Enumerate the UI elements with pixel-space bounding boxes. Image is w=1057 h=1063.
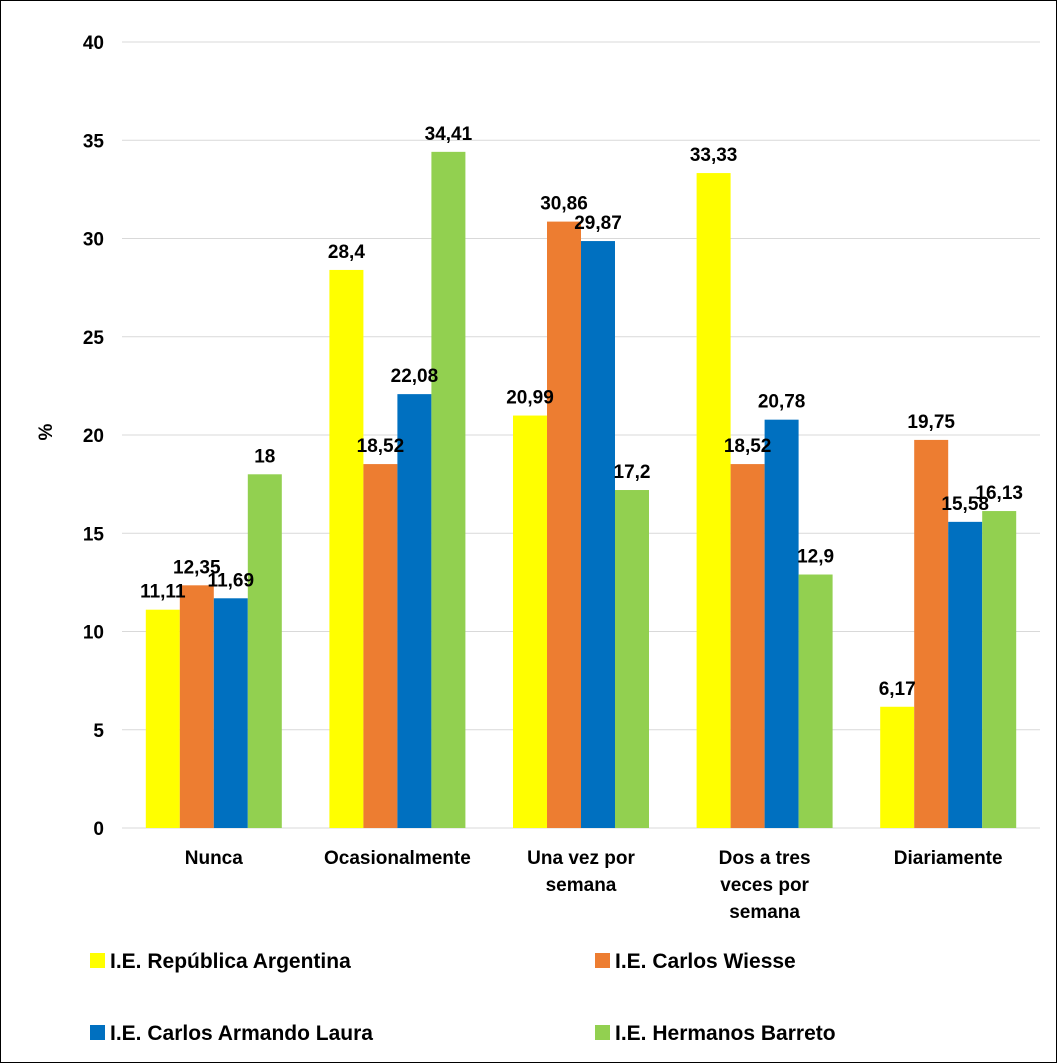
bar — [431, 151, 466, 828]
bar — [547, 221, 581, 828]
data-label: 12,35 — [173, 557, 221, 578]
category-label: Diariamente — [894, 848, 1003, 869]
y-tick-label: 15 — [83, 524, 105, 545]
bar — [397, 394, 432, 828]
bar — [696, 173, 731, 829]
bar — [982, 511, 1017, 828]
y-tick-label: 5 — [93, 721, 104, 742]
data-label: 18,52 — [357, 436, 405, 457]
data-label: 28,4 — [328, 242, 365, 263]
legend-swatch — [90, 953, 105, 968]
y-tick-label: 35 — [83, 131, 105, 152]
y-tick-label: 40 — [83, 33, 104, 54]
data-label: 17,2 — [614, 462, 651, 483]
category-label: semana — [729, 902, 800, 923]
data-label: 33,33 — [690, 145, 738, 166]
y-tick-label: 10 — [83, 623, 104, 644]
legend-entry: I.E. Hermanos Barreto — [615, 1022, 836, 1045]
legend-entry: I.E. Carlos Armando Laura — [110, 1022, 373, 1045]
data-label: 11,69 — [208, 570, 255, 591]
data-label: 18 — [254, 446, 275, 467]
data-label: 20,78 — [758, 392, 806, 413]
bar — [764, 419, 799, 828]
bar — [615, 490, 649, 828]
data-label: 22,08 — [391, 366, 439, 387]
data-label: 19,75 — [907, 412, 955, 433]
legend-swatch — [595, 1025, 610, 1040]
legend-swatch — [90, 1025, 105, 1040]
x-axis-categories: Nunca Ocasionalmente Una vez por semana Dos … — [185, 848, 1003, 923]
legend-swatch — [595, 953, 610, 968]
bar — [581, 241, 615, 828]
category-label: Nunca — [185, 848, 244, 869]
y-tick-label: 25 — [83, 328, 105, 349]
data-label: 34,41 — [425, 124, 473, 145]
data-label: 29,87 — [574, 213, 622, 234]
bar — [329, 269, 364, 828]
bar — [730, 464, 765, 828]
legend-entry: I.E. República Argentina — [110, 950, 351, 973]
legend-entry: I.E. Carlos Wiesse — [615, 950, 796, 973]
y-axis-label: % — [36, 423, 57, 440]
data-label: 20,99 — [506, 388, 554, 409]
category-label: semana — [546, 875, 617, 896]
bar — [179, 585, 214, 828]
bar — [213, 598, 248, 828]
bar — [363, 464, 398, 828]
bar — [798, 574, 833, 828]
y-axis-ticks: 0 5 10 15 20 25 30 35 40 — [83, 33, 105, 840]
data-label: 18,52 — [724, 436, 772, 457]
y-tick-label: 0 — [93, 819, 104, 840]
category-label: Dos a tres — [719, 848, 811, 869]
category-label: veces por — [720, 875, 809, 896]
bar — [880, 706, 915, 828]
data-label: 6,17 — [879, 679, 916, 700]
y-tick-label: 30 — [83, 230, 104, 251]
bars — [145, 151, 1017, 829]
data-label: 16,13 — [975, 483, 1023, 504]
bar — [513, 415, 547, 828]
data-label: 30,86 — [540, 194, 588, 215]
category-label: Ocasionalmente — [324, 848, 471, 869]
category-label: Una vez por — [527, 848, 635, 869]
bar — [247, 474, 282, 828]
bar — [145, 609, 180, 828]
data-label: 12,9 — [797, 547, 834, 568]
bar — [948, 521, 983, 828]
bar — [914, 439, 949, 828]
data-label: 15,58 — [941, 494, 989, 515]
legend: I.E. República Argentina I.E. Carlos Wies… — [90, 950, 836, 1045]
y-tick-label: 20 — [83, 426, 104, 447]
data-label: 11,11 — [140, 582, 186, 603]
